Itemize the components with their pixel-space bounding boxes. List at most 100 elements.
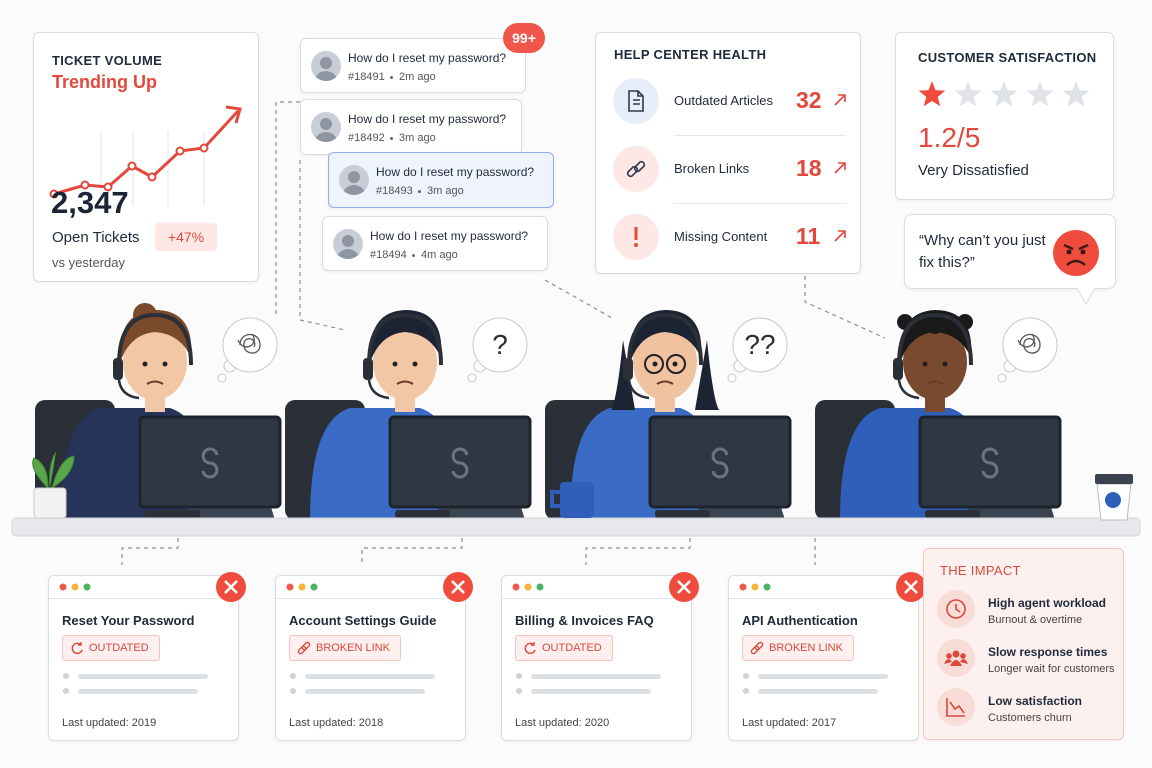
last-updated: Last updated: 2017 <box>742 717 837 729</box>
impact-detail: Burnout & overtime <box>988 614 1083 626</box>
impact-detail: Longer wait for customers <box>988 663 1115 675</box>
impact-detail: Customers churn <box>988 712 1072 724</box>
separator <box>418 190 421 193</box>
ticket-id: #18491 <box>348 71 385 83</box>
ticket-question: How do I reset my password? <box>376 165 535 179</box>
quote-bubble: “Why can’t you just fix this?” <box>904 214 1116 289</box>
status-text: BROKEN LINK <box>769 642 843 654</box>
text-placeholder <box>516 673 661 694</box>
window-bar <box>502 576 691 599</box>
ticket-question: How do I reset my password? <box>370 229 529 243</box>
impact-icon <box>937 688 975 726</box>
mug <box>550 482 594 518</box>
metric-label: Missing Content <box>674 229 768 244</box>
ticket-card[interactable]: How do I reset my password? #18491 2m ag… <box>300 38 526 93</box>
trend-arrow <box>834 162 846 174</box>
ticket-question: How do I reset my password? <box>348 112 507 126</box>
avatar <box>311 51 341 81</box>
star <box>954 81 982 107</box>
change-badge: +47% <box>155 223 217 251</box>
sparkline <box>49 105 242 206</box>
divider <box>674 135 846 136</box>
window-bar <box>49 576 238 599</box>
separator <box>412 254 415 257</box>
divider <box>674 203 846 204</box>
ticket-count: 2,347 <box>51 185 129 220</box>
ticket-badge: 99+ <box>503 23 545 53</box>
article-status: BROKEN LINK <box>742 635 854 661</box>
metric-value: 18 <box>796 155 822 181</box>
ticket-id: #18492 <box>348 132 385 144</box>
trend-arrow <box>834 94 846 106</box>
card-title: THE IMPACT <box>940 563 1021 578</box>
article-card[interactable]: API Authentication BROKEN LINK Last upda… <box>728 575 919 741</box>
plant <box>32 451 75 519</box>
metric-icon <box>613 78 659 124</box>
article-status: OUTDATED <box>62 635 160 661</box>
star <box>1026 81 1054 107</box>
ticket-age: 2m ago <box>399 71 436 83</box>
impact-icon <box>937 639 975 677</box>
impact-icon <box>937 590 975 628</box>
agent-thought: ? <box>492 329 508 360</box>
ticket-card[interactable]: How do I reset my password? #18492 3m ag… <box>300 99 522 155</box>
agents: ? ?? <box>35 303 1062 520</box>
metric-value: 32 <box>796 87 822 113</box>
star <box>1062 81 1090 107</box>
last-updated: Last updated: 2019 <box>62 717 157 729</box>
article-card[interactable]: Account Settings Guide BROKEN LINK Last … <box>275 575 466 741</box>
agent <box>545 310 792 520</box>
rating: Very Dissatisfied <box>918 162 1029 179</box>
impact-card: THE IMPACT High agent workload Burnout &… <box>923 548 1124 740</box>
window-bar <box>729 576 918 599</box>
stars <box>918 81 1090 107</box>
ticket-question: How do I reset my password? <box>348 51 507 65</box>
metric-label: Broken Links <box>674 161 750 176</box>
article-status: BROKEN LINK <box>289 635 401 661</box>
quote: “Why can’t you just fix this?” <box>919 232 1046 271</box>
bubble-tail <box>1076 287 1096 306</box>
ticket-card[interactable]: How do I reset my password? #18493 3m ag… <box>328 152 554 208</box>
last-updated: Last updated: 2018 <box>289 717 384 729</box>
star <box>990 81 1018 107</box>
error-icon <box>669 572 699 602</box>
text-placeholder <box>63 673 208 694</box>
ticket-age: 3m ago <box>399 132 436 144</box>
comparison: vs yesterday <box>52 255 125 270</box>
metric-label: Outdated Articles <box>674 93 773 108</box>
satisfaction-card: CUSTOMER SATISFACTION 1.2/5 Very Dissati… <box>895 32 1114 200</box>
ticket-volume-card: TICKET VOLUME Trending Up 2,347 Open Tic… <box>33 32 259 282</box>
desk <box>11 517 1141 537</box>
article-card[interactable]: Billing & Invoices FAQ OUTDATED Last upd… <box>501 575 692 741</box>
impact-title: Low satisfaction <box>988 694 1083 708</box>
connectors <box>121 101 886 565</box>
article-title: API Authentication <box>742 613 858 628</box>
article-title: Account Settings Guide <box>289 613 437 628</box>
trend-arrow <box>834 230 846 242</box>
status-text: OUTDATED <box>542 642 602 654</box>
status-text: OUTDATED <box>89 642 149 654</box>
avatar <box>311 112 341 142</box>
article-card[interactable]: Reset Your Password OUTDATED Last update… <box>48 575 239 741</box>
agent <box>35 303 282 520</box>
angry-face <box>1053 230 1099 276</box>
card-title: HELP CENTER HEALTH <box>614 47 767 62</box>
metric-value: 11 <box>796 223 821 249</box>
help-center-card: HELP CENTER HEALTH Outdated Articles 32 … <box>595 32 861 274</box>
ticket-card[interactable]: How do I reset my password? #18494 4m ag… <box>322 216 548 271</box>
score: 1.2/5 <box>918 122 981 153</box>
last-updated: Last updated: 2020 <box>515 717 610 729</box>
error-icon <box>443 572 473 602</box>
star <box>918 81 946 107</box>
separator <box>390 137 393 140</box>
window-bar <box>276 576 465 599</box>
article-status: OUTDATED <box>515 635 613 661</box>
agent <box>815 310 1062 520</box>
article-title: Reset Your Password <box>62 613 195 628</box>
ticket-age: 3m ago <box>427 185 464 197</box>
metric-icon <box>613 214 659 260</box>
metric-icon <box>613 146 659 192</box>
card-title: CUSTOMER SATISFACTION <box>918 50 1097 65</box>
